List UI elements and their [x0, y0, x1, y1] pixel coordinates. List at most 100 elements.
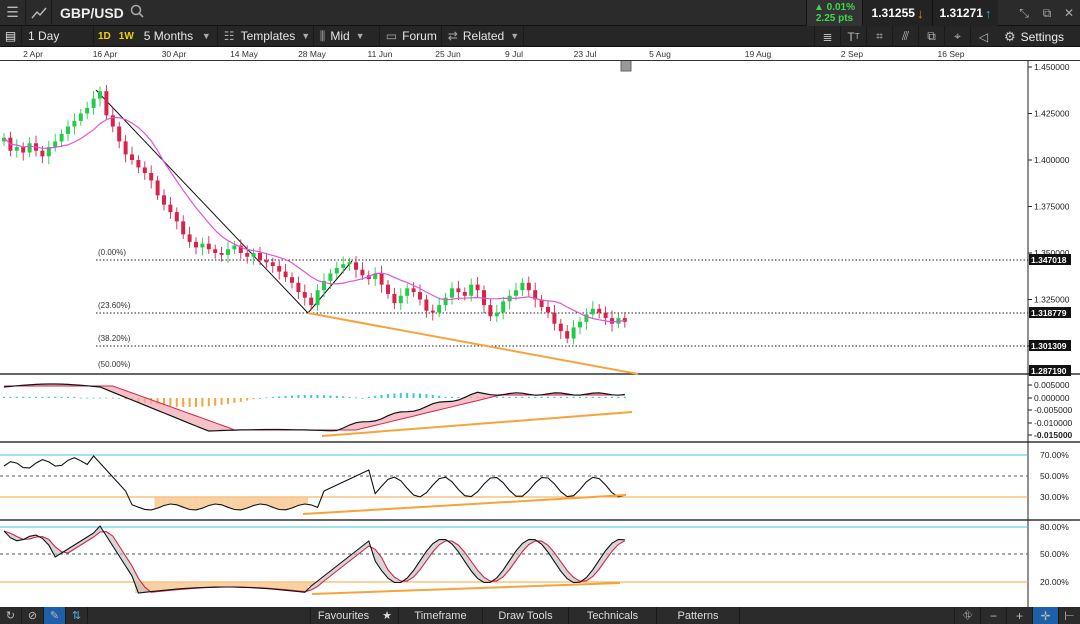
templates-button[interactable]: ☷ Templates ▼: [218, 25, 314, 47]
range-select[interactable]: 5 Months ▼: [138, 25, 218, 47]
settings-button[interactable]: ⚙ Settings: [998, 26, 1064, 47]
hide-icon[interactable]: ⊘: [22, 607, 44, 624]
macd-histogram-bar: [431, 394, 434, 398]
rsi-oversold-fill: [295, 497, 302, 506]
candle: [578, 321, 582, 328]
tab-patterns[interactable]: Patterns: [656, 607, 740, 624]
candle: [162, 195, 166, 205]
rsi-oversold-fill: [154, 497, 161, 509]
fib-label: (50.00%): [98, 360, 131, 369]
technicals-label: Technicals: [586, 609, 639, 622]
macd-histogram-bar: [540, 396, 543, 398]
tab-1w-label: 1W: [118, 30, 134, 42]
candle: [494, 312, 499, 317]
trendline-down: [95, 89, 309, 314]
tab-1d-label: 1D: [98, 30, 111, 42]
candle: [200, 243, 205, 248]
stoch-k-line: [3, 525, 625, 594]
stoch-oversold-fill: [212, 582, 219, 588]
candle-icon: ⫼: [319, 28, 326, 43]
rsi-oversold-fill: [173, 497, 180, 505]
chart-type-icon[interactable]: [26, 0, 52, 26]
sell-price-button[interactable]: 1.31255 ↓: [862, 0, 932, 26]
layers-icon[interactable]: ⧉: [918, 26, 944, 47]
rsi-trendline: [302, 494, 627, 515]
list-icon[interactable]: ≣: [814, 26, 840, 47]
macd-histogram-bar: [105, 397, 108, 399]
macd-histogram-bar: [252, 398, 255, 400]
macd-histogram-bar: [195, 398, 197, 407]
pencil-icon[interactable]: ✎: [44, 607, 66, 624]
stoch-oversold-fill: [205, 582, 212, 588]
macd-histogram-bar: [521, 396, 524, 398]
macd-tick: -0.010000: [1034, 418, 1073, 428]
candle: [155, 180, 160, 196]
range-label: 5 Months: [143, 29, 194, 43]
indicator-icon[interactable]: ⫻: [892, 26, 918, 47]
price-tick: 1.325000: [1034, 295, 1070, 305]
candle: [533, 290, 538, 300]
tab-1w[interactable]: 1W: [115, 26, 138, 47]
rsi-oversold-fill: [205, 497, 212, 506]
interval-select[interactable]: 1 Day: [22, 25, 94, 47]
crosshair-toggle-icon[interactable]: ✛: [1032, 607, 1058, 624]
sort-icon[interactable]: ⇅: [66, 607, 88, 624]
menu-icon[interactable]: ☰: [0, 0, 26, 26]
panel-toggle-icon[interactable]: ▤: [0, 25, 22, 47]
fib-label: (23.60%): [98, 301, 131, 310]
rsi-oversold-fill: [224, 497, 232, 508]
tab-technicals[interactable]: Technicals: [568, 607, 656, 624]
stoch-oversold-fill: [224, 582, 232, 588]
macd-histogram-bar: [611, 396, 613, 398]
tab-timeframe[interactable]: Timeframe: [398, 607, 482, 624]
macd-histogram-bar: [169, 398, 172, 407]
tab-1d[interactable]: 1D: [94, 26, 115, 47]
eraser-icon[interactable]: ◁: [970, 26, 996, 47]
symbol-label[interactable]: GBP/USD: [60, 4, 124, 21]
buy-price-button[interactable]: 1.31271 ↑: [932, 0, 998, 26]
stoch-oversold-fill: [148, 582, 155, 592]
stoch-oversold-fill: [192, 582, 200, 588]
macd-histogram-bar: [367, 396, 370, 398]
macd-tick: -0.015000: [1034, 430, 1073, 440]
tab-favourites[interactable]: Favourites: [310, 607, 376, 624]
change-percent: ▲ 0.01%: [813, 2, 856, 13]
star-icon[interactable]: ★: [382, 610, 392, 622]
stoch-oversold-fill: [250, 582, 257, 588]
candle: [213, 249, 218, 253]
range-marker[interactable]: [620, 59, 632, 72]
close-icon[interactable]: ✕: [1063, 6, 1075, 20]
candle: [206, 243, 211, 250]
layout-icon[interactable]: ⛗: [954, 607, 980, 624]
refresh-icon[interactable]: ↻: [0, 607, 22, 624]
macd-histogram-bar: [355, 397, 357, 399]
fit-icon[interactable]: ⊢: [1058, 607, 1080, 624]
zoom-out-icon[interactable]: −: [980, 607, 1006, 624]
macd-histogram-bar: [207, 398, 210, 407]
rsi-tick: 50.00%: [1040, 471, 1069, 481]
fib-label: (38.20%): [98, 334, 131, 343]
stochastic-panel: 80.00% 50.00% 20.00%: [0, 522, 1069, 595]
candle: [21, 146, 26, 153]
stoch-oversold-fill: [199, 582, 206, 588]
macd-histogram-bar: [239, 398, 242, 402]
tab-draw-tools[interactable]: Draw Tools: [482, 607, 568, 624]
zoom-in-icon[interactable]: +: [1006, 607, 1032, 624]
rsi-oversold-fill: [250, 497, 257, 506]
candle: [309, 297, 314, 306]
collapse-icon[interactable]: ⤡: [1019, 5, 1029, 20]
related-button[interactable]: ⇄ Related ▼: [442, 25, 524, 47]
magnet-icon[interactable]: ⌖: [944, 26, 970, 47]
candle: [584, 314, 589, 322]
macd-tick: -0.005000: [1034, 405, 1073, 415]
price-type-button[interactable]: ⫼ Mid ▼: [314, 25, 380, 47]
search-icon[interactable]: [130, 4, 144, 21]
fib-label: (0.00%): [98, 248, 126, 257]
forum-button[interactable]: ▭ Forum: [380, 25, 442, 47]
popout-icon[interactable]: ⧉: [1042, 5, 1052, 20]
crosshair-icon[interactable]: ⌗: [866, 26, 892, 47]
rsi-oversold-fill: [237, 497, 244, 510]
candle: [78, 113, 83, 121]
macd-histogram-bar: [22, 396, 25, 398]
